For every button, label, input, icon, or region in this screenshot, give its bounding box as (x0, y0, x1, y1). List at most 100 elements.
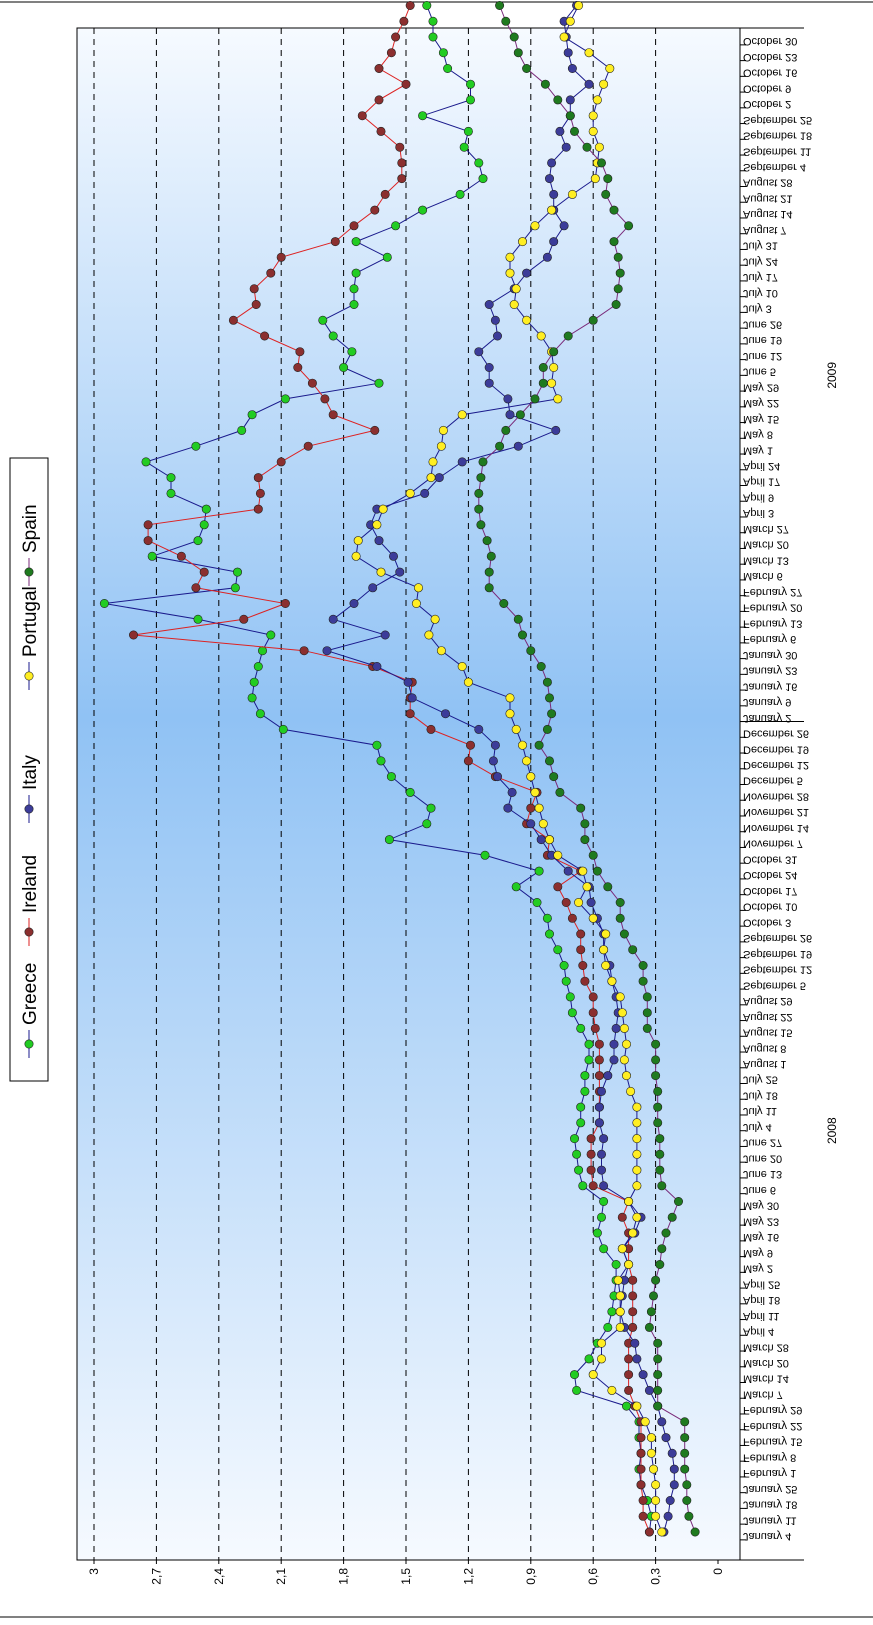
data-point (349, 299, 359, 309)
data-point (428, 32, 438, 42)
x-tick-label: February 6 (743, 633, 796, 645)
data-point (607, 976, 617, 986)
data-point (567, 1008, 577, 1018)
y-tick-label: 1,5 (399, 1568, 413, 1585)
data-point (617, 1212, 627, 1222)
data-point (474, 488, 484, 498)
data-point (513, 441, 523, 451)
data-point (395, 142, 405, 152)
data-point (328, 614, 338, 624)
data-point (349, 221, 359, 231)
data-point (596, 1212, 606, 1222)
data-point (193, 536, 203, 546)
x-tick-label: September 26 (743, 932, 812, 944)
data-point (607, 1307, 617, 1317)
data-point (586, 1149, 596, 1159)
data-point (247, 693, 257, 703)
data-point (590, 1023, 600, 1033)
x-tick-label: May 2 (743, 1263, 773, 1275)
data-point (438, 425, 448, 435)
data-point (648, 1291, 658, 1301)
data-point (511, 724, 521, 734)
legend-marker (24, 1039, 34, 1049)
x-tick-label: July 18 (743, 1089, 778, 1101)
data-point (129, 630, 139, 640)
x-tick-label: February 27 (743, 586, 802, 598)
data-point (347, 347, 357, 357)
data-point (505, 709, 515, 719)
data-point (588, 111, 598, 121)
data-point (368, 583, 378, 593)
data-point (374, 64, 384, 74)
data-point (503, 394, 513, 404)
data-point (565, 16, 575, 26)
data-point (141, 457, 151, 467)
data-point (374, 378, 384, 388)
y-tick-label: 0 (711, 1568, 725, 1575)
x-tick-label: April 9 (743, 491, 774, 503)
data-point (655, 1260, 665, 1270)
data-point (542, 724, 552, 734)
data-point (565, 992, 575, 1002)
series-group (99, 1, 700, 1537)
data-point (143, 536, 153, 546)
x-tick-label: July 17 (743, 271, 778, 283)
data-point (655, 1134, 665, 1144)
data-point (237, 425, 247, 435)
x-tick-label: July 4 (743, 1121, 772, 1133)
x-tick-label: March 7 (743, 1388, 783, 1400)
data-point (615, 913, 625, 923)
data-point (143, 520, 153, 530)
data-point (403, 677, 413, 687)
data-point (680, 1464, 690, 1474)
data-point (253, 504, 263, 514)
data-point (663, 1511, 673, 1521)
data-point (594, 142, 604, 152)
legend-box (9, 457, 49, 1082)
data-point (594, 1055, 604, 1065)
data-point (440, 709, 450, 719)
data-point (353, 536, 363, 546)
data-point (588, 992, 598, 1002)
data-point (599, 1197, 609, 1207)
x-tick-label: September 25 (743, 114, 812, 126)
data-point (476, 473, 486, 483)
y-axis: 0 0,3 0,6 0,9 1,2 1,5 1,8 2,1 2,4 2,7 3 (87, 1560, 725, 1585)
data-point (648, 1464, 658, 1474)
data-point (574, 897, 584, 907)
x-tick-label: July 31 (743, 240, 778, 252)
x-tick-label: August 15 (743, 1027, 793, 1039)
data-point (615, 268, 625, 278)
data-point (357, 111, 367, 121)
data-point (522, 268, 532, 278)
data-point (580, 976, 590, 986)
x-tick-label: January 4 (743, 1530, 791, 1542)
data-point (596, 1338, 606, 1348)
data-point (588, 126, 598, 136)
legend-marker (24, 927, 34, 937)
data-point (538, 378, 548, 388)
data-point (544, 929, 554, 939)
data-point (257, 646, 267, 656)
x-tick-label: September 5 (743, 979, 806, 991)
legend-label: Portugal (20, 586, 41, 657)
data-point (540, 79, 550, 89)
data-point (621, 1039, 631, 1049)
x-tick-label: May 30 (743, 1200, 779, 1212)
data-point (374, 95, 384, 105)
x-tick-label: July 10 (743, 287, 778, 299)
data-point (576, 1102, 586, 1112)
data-point (549, 362, 559, 372)
data-point (572, 1149, 582, 1159)
data-point (318, 315, 328, 325)
data-point (507, 787, 517, 797)
data-point (436, 441, 446, 451)
data-point (588, 315, 598, 325)
data-point (266, 268, 276, 278)
data-point (594, 1071, 604, 1081)
data-point (511, 284, 521, 294)
data-point (484, 378, 494, 388)
x-axis: January 4 January 11 January 18 January 25 F… (740, 27, 839, 1561)
x-tick-label: May 22 (743, 397, 779, 409)
data-point (653, 1370, 663, 1380)
